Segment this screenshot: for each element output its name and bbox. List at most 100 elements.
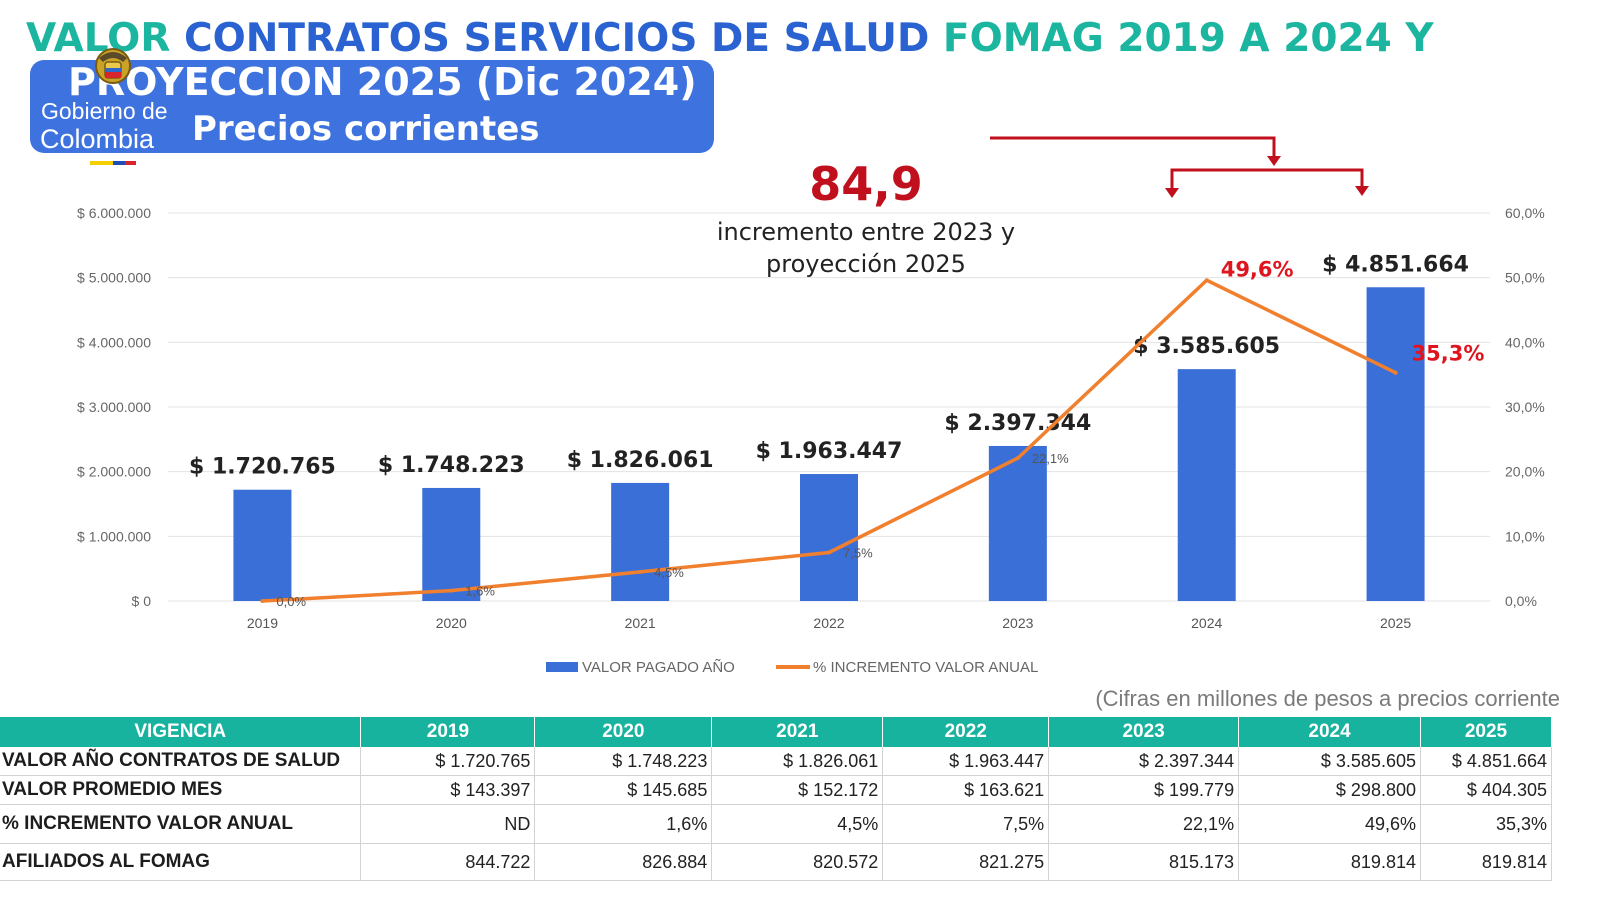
table-header-row: VIGENCIA 2019 2020 2021 2022 2023 2024 2…	[0, 717, 1553, 747]
line-point	[827, 550, 831, 555]
x-axis-tick: 2019	[247, 615, 278, 631]
x-axis-tick: 2025	[1380, 615, 1411, 631]
table-row: % INCREMENTO VALOR ANUAL ND 1,6% 4,5% 7,…	[0, 804, 1553, 844]
table-cell: ND	[360, 804, 536, 844]
bar	[233, 489, 292, 601]
row-label: VALOR AÑO CONTRATOS DE SALUD	[0, 747, 362, 776]
subtitle-line-2: Precios corrientes	[192, 109, 540, 149]
line-point	[260, 599, 265, 603]
units-note: (Cifras en millones de pesos a precios c…	[1095, 686, 1560, 711]
table-cell: $ 1.963.447	[882, 747, 1050, 776]
bar	[422, 487, 481, 601]
bar-data-label: $ 1.826.061	[567, 448, 714, 473]
left-axis-tick: $ 6.000.000	[77, 205, 151, 221]
annotation-value: 84,9	[809, 157, 923, 211]
bar	[1366, 287, 1425, 601]
table-cell: $ 298.800	[1238, 775, 1421, 805]
table-cell: 35,3%	[1420, 804, 1553, 844]
line-point	[1204, 278, 1209, 283]
table-header: VIGENCIA	[0, 717, 362, 747]
gov-logo-line-2: Colombia	[40, 124, 155, 154]
table-cell: $ 143.397	[360, 775, 536, 805]
x-axis-tick: 2023	[1002, 615, 1033, 631]
title-segment-2: CONTRATOS SERVICIOS DE SALUD	[183, 16, 930, 61]
table-cell: $ 1.720.765	[360, 747, 536, 776]
bar-series	[233, 287, 1425, 601]
annotation-text-line-2: proyección 2025	[766, 250, 966, 278]
subtitle-box	[30, 60, 714, 153]
table-cell: $ 3.585.605	[1238, 747, 1421, 776]
bar-data-label: $ 1.748.223	[378, 453, 525, 478]
row-label: AFILIADOS AL FOMAG	[0, 843, 362, 881]
table-header: 2019	[360, 717, 536, 747]
x-axis-tick: 2022	[813, 615, 844, 631]
bar-data-label: $ 2.397.344	[944, 411, 1091, 436]
table-cell: 844.722	[360, 843, 536, 881]
table-cell: 1,6%	[534, 804, 713, 844]
gov-logo-line-1: Gobierno de	[41, 98, 168, 124]
line-point	[638, 569, 643, 574]
left-axis-tick: $ 2.000.000	[77, 464, 151, 480]
title-segment-1: VALOR	[26, 16, 184, 61]
x-axis-tick: 2021	[625, 615, 656, 631]
legend-bar-label: VALOR PAGADO AÑO	[582, 659, 735, 676]
table-header: 2023	[1048, 717, 1240, 747]
table-cell: 819.814	[1420, 843, 1553, 881]
table-cell: 819.814	[1238, 843, 1421, 881]
table-cell: $ 404.305	[1420, 775, 1553, 805]
bar	[800, 474, 858, 601]
table-cell: 821.275	[882, 843, 1050, 881]
table-row: VALOR AÑO CONTRATOS DE SALUD $ 1.720.765…	[0, 747, 1553, 776]
row-label: % INCREMENTO VALOR ANUAL	[0, 804, 362, 844]
table-cell: $ 1.748.223	[534, 747, 713, 776]
bar-data-labels: $ 1.720.765 $ 1.748.223 $ 1.826.061 $ 1.963…	[189, 252, 1469, 479]
table-cell: $ 2.397.344	[1048, 747, 1240, 776]
right-axis-tick: 10,0%	[1505, 528, 1545, 544]
bar-data-label: $ 1.963.447	[756, 439, 903, 464]
line-point	[449, 588, 454, 593]
bar	[611, 482, 670, 601]
left-axis-tick: $ 5.000.000	[77, 270, 151, 286]
x-axis-tick: 2024	[1191, 615, 1222, 631]
line-data-label: 0,0%	[276, 594, 306, 609]
bar	[988, 445, 1047, 601]
annotation-text-line-1: incremento entre 2023 y	[717, 218, 1015, 246]
table-cell: $ 145.685	[534, 775, 713, 805]
table-cell: 815.173	[1048, 843, 1240, 881]
table-cell: 820.572	[711, 843, 884, 881]
bar-data-label: $ 4.851.664	[1322, 252, 1469, 277]
table-cell: $ 199.779	[1048, 775, 1240, 805]
table-header: 2025	[1420, 717, 1553, 747]
table-cell: $ 163.621	[882, 775, 1050, 805]
bar-data-label: $ 3.585.605	[1133, 334, 1280, 359]
page-title: VALOR CONTRATOS SERVICIOS DE SALUD FOMAG…	[26, 14, 1434, 64]
right-axis-tick: 60,0%	[1505, 205, 1545, 221]
left-axis-tick: $ 0	[132, 593, 152, 609]
data-table: VIGENCIA 2019 2020 2021 2022 2023 2024 2…	[0, 717, 1553, 881]
x-axis-ticks: 2019 2020 2021 2022 2023 2024 2025	[247, 615, 1412, 631]
table-cell: 826.884	[534, 843, 713, 881]
table-cell: 7,5%	[882, 804, 1050, 844]
bar-data-label: $ 1.720.765	[189, 455, 336, 480]
arrowheads-icon	[1165, 156, 1369, 198]
x-axis-tick: 2020	[436, 615, 467, 631]
bracket-arrow-icon	[990, 136, 1364, 192]
table-header: 2024	[1238, 717, 1421, 747]
right-axis-tick: 20,0%	[1505, 464, 1545, 480]
line-data-labels: 0,0% 1,6% 4,5% 7,5% 22,1% 49,6% 35,3%	[276, 257, 1484, 609]
line-data-label: 49,6%	[1221, 257, 1294, 281]
table-row: AFILIADOS AL FOMAG 844.722 826.884 820.5…	[0, 843, 1553, 881]
table-cell: 49,6%	[1238, 804, 1421, 844]
colombia-flag-icon	[90, 161, 136, 165]
left-axis-tick: $ 1.000.000	[77, 528, 151, 544]
line-data-label: 1,6%	[465, 584, 495, 599]
left-axis-ticks: $ 0 $ 1.000.000 $ 2.000.000 $ 3.000.000 $ 4.…	[77, 205, 151, 609]
chart-legend: VALOR PAGADO AÑO % INCREMENTO VALOR ANUA…	[546, 659, 1038, 676]
table-cell: 4,5%	[711, 804, 884, 844]
left-axis-tick: $ 3.000.000	[77, 399, 151, 415]
line-data-label: 35,3%	[1412, 342, 1485, 366]
line-data-label: 22,1%	[1032, 451, 1069, 466]
left-axis-tick: $ 4.000.000	[77, 334, 151, 350]
legend-line-label: % INCREMENTO VALOR ANUAL	[813, 659, 1038, 676]
right-axis-tick: 0,0%	[1505, 593, 1537, 609]
